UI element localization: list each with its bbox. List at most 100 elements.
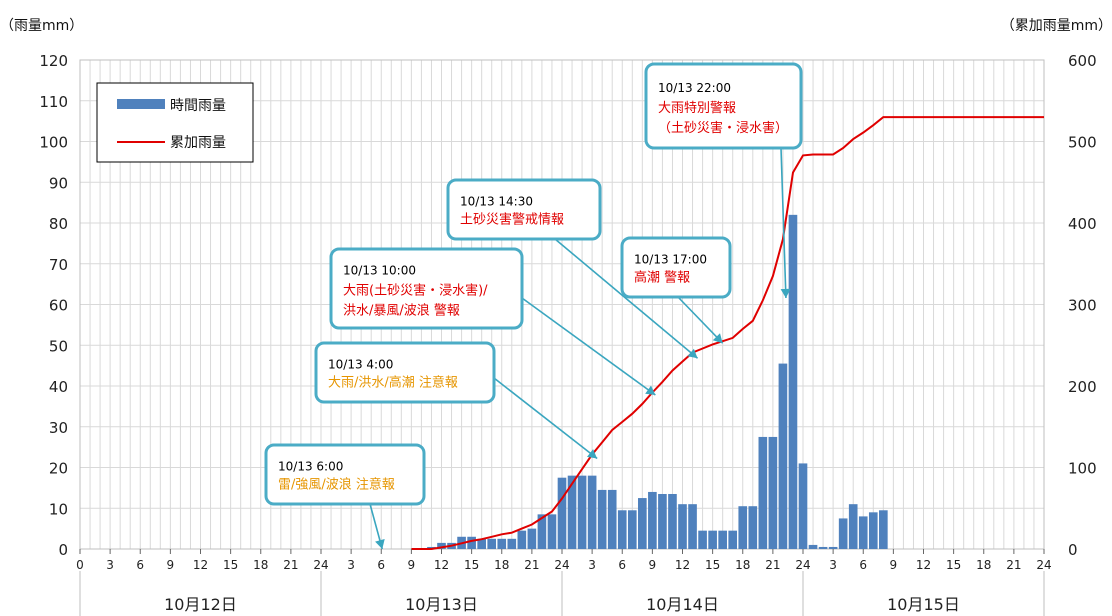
y-right-tick-label: 600 xyxy=(1068,52,1097,70)
y-left-tick-label: 100 xyxy=(39,134,68,152)
annotation-arrows xyxy=(369,147,791,550)
annotation-callouts: 10/13 6:00 雷/強風/波浪 注意報 10/13 4:00 大雨/洪水/高潮 … xyxy=(264,62,803,506)
bar xyxy=(627,510,637,549)
bar xyxy=(738,506,748,549)
x-tick-label: 21 xyxy=(283,558,298,572)
bar xyxy=(587,475,597,549)
x-tick-label: 21 xyxy=(765,558,780,572)
annotation-box xyxy=(620,236,732,299)
x-tick-label: 24 xyxy=(554,558,569,572)
bar xyxy=(708,530,717,549)
x-tick-label: 15 xyxy=(223,558,238,572)
y-right-tick-label: 300 xyxy=(1068,297,1097,315)
bar xyxy=(547,514,557,549)
y-left-tick-label: 70 xyxy=(49,256,68,274)
x-tick-label: 9 xyxy=(408,558,416,572)
bar xyxy=(648,491,657,549)
x-tick-label: 18 xyxy=(253,558,268,572)
x-tick-label: 18 xyxy=(735,558,750,572)
annotation-arrow-line xyxy=(554,238,699,359)
annotation-text: 土砂災害警戒情報 xyxy=(460,212,564,228)
x-tick-label: 21 xyxy=(524,558,539,572)
annotation-arrow-line xyxy=(780,147,787,299)
y-left-tick-label: 90 xyxy=(49,174,68,192)
y-left-tick-label: 110 xyxy=(39,93,68,111)
day-label: 10月13日 xyxy=(405,595,478,614)
x-tick-label: 3 xyxy=(829,558,837,572)
bar xyxy=(688,504,697,549)
bar xyxy=(467,536,476,549)
annotation-text: 10/13 6:00 xyxy=(278,460,343,474)
bar xyxy=(567,475,577,549)
legend-label: 時間雨量 xyxy=(170,98,226,114)
y-right-tick-label: 0 xyxy=(1068,541,1078,559)
x-tick-label: 6 xyxy=(618,558,626,572)
y-left-tick-label: 20 xyxy=(49,460,68,478)
day-label: 10月15日 xyxy=(887,595,960,614)
bar xyxy=(858,516,868,549)
x-tick-label: 6 xyxy=(859,558,867,572)
bar xyxy=(607,489,617,549)
annotation-arrowhead xyxy=(712,333,723,344)
cumulative-line xyxy=(411,116,1044,550)
annotation-arrow-line xyxy=(677,296,724,344)
x-tick-label: 9 xyxy=(649,558,657,572)
annotation-text: 大雨(土砂災害・浸水害)/ xyxy=(343,283,488,299)
x-tick-label: 24 xyxy=(313,558,328,572)
bar xyxy=(818,546,828,549)
bar xyxy=(768,436,778,549)
annotation-arrowhead xyxy=(587,449,598,459)
bar xyxy=(808,544,818,549)
bar xyxy=(527,528,537,549)
annotation-arrow-line xyxy=(521,297,656,396)
x-tick-label: 24 xyxy=(795,558,810,572)
x-tick-label: 0 xyxy=(76,558,84,572)
bar xyxy=(758,436,768,549)
bar xyxy=(838,518,848,549)
y-left-tick-label: 120 xyxy=(39,52,68,70)
x-tick-label: 21 xyxy=(1006,558,1021,572)
bar xyxy=(718,530,727,549)
x-tick-label: 6 xyxy=(136,558,144,572)
y-right-tick-label: 200 xyxy=(1068,378,1097,396)
bar xyxy=(778,363,788,549)
bar xyxy=(617,510,627,549)
x-tick-label: 18 xyxy=(976,558,991,572)
x-tick-label: 18 xyxy=(494,558,509,572)
y-right-tick-label: 400 xyxy=(1068,215,1097,233)
hourly-rainfall-bars xyxy=(427,214,888,549)
x-tick-label: 6 xyxy=(377,558,385,572)
annotation-text: 大雨特別警報 xyxy=(658,100,736,116)
bar xyxy=(848,504,858,549)
bar xyxy=(477,538,486,549)
y-left-label: （雨量mm） xyxy=(0,18,83,34)
bar xyxy=(537,514,547,549)
bar xyxy=(638,498,647,549)
annotation-arrowhead xyxy=(687,348,698,359)
x-tick-label: 12 xyxy=(193,558,208,572)
x-tick-label: 3 xyxy=(588,558,596,572)
bar xyxy=(668,493,677,549)
bar xyxy=(698,530,707,549)
day-label: 10月12日 xyxy=(164,595,237,614)
bar xyxy=(437,542,446,549)
x-tick-label: 3 xyxy=(347,558,355,572)
bar xyxy=(788,214,798,549)
annotation-arrowhead xyxy=(645,385,656,395)
annotation-box xyxy=(329,247,524,330)
bar xyxy=(557,477,567,549)
y-left-tick-label: 50 xyxy=(49,337,68,355)
y-left-tick-label: 80 xyxy=(49,215,68,233)
annotation-arrow-line xyxy=(493,377,598,460)
bar xyxy=(427,546,436,549)
y-left-tick-label: 30 xyxy=(49,419,68,437)
x-tick-label: 12 xyxy=(434,558,449,572)
bar xyxy=(517,530,527,549)
bar xyxy=(828,546,838,549)
x-tick-label: 15 xyxy=(464,558,479,572)
y-left-tick-label: 10 xyxy=(49,500,68,518)
annotation-box xyxy=(264,443,426,506)
bar xyxy=(678,504,687,549)
